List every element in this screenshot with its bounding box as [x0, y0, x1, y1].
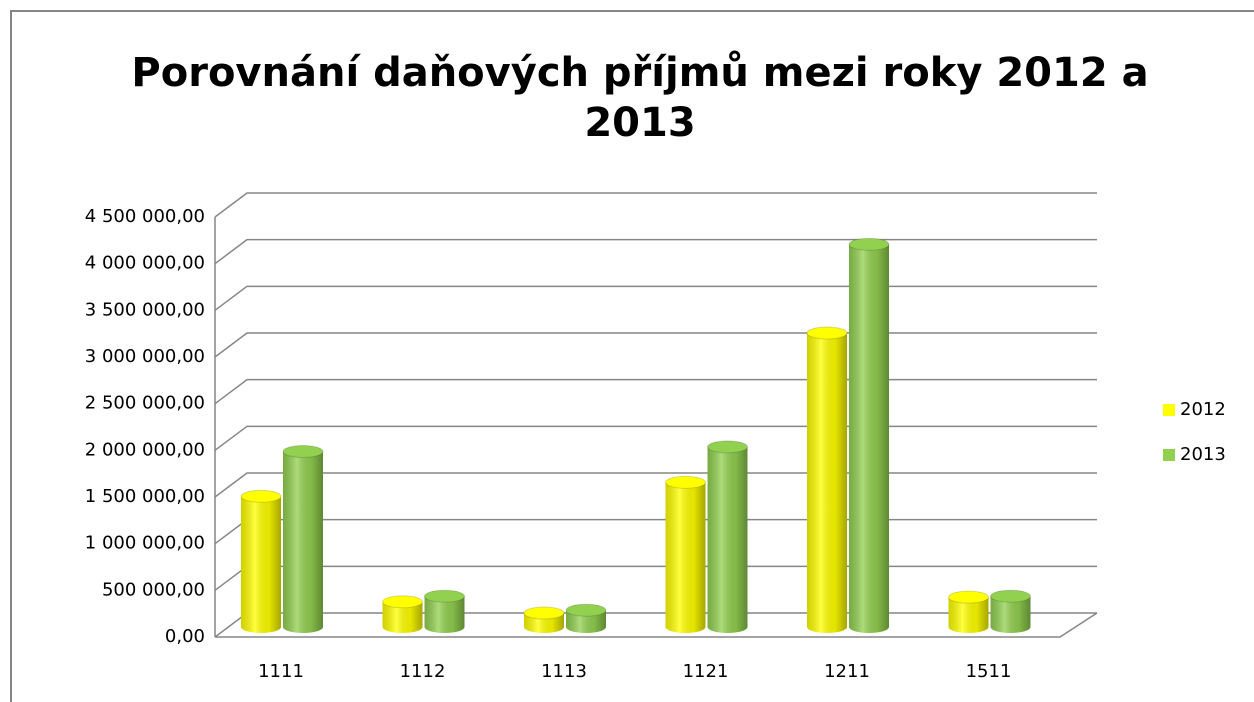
bar-shade [849, 244, 889, 628]
y-tick-label: 2 500 000,00 [85, 393, 205, 414]
cylinder-top [707, 440, 748, 454]
cylinder-top [990, 589, 1031, 603]
grid-line [214, 192, 1097, 218]
y-tick-label: 0,00 [165, 626, 205, 647]
floor-edge [215, 612, 1098, 638]
grid-line [214, 472, 1097, 498]
legend-label: 2013 [1180, 444, 1226, 465]
y-tick-label: 500 000,00 [102, 579, 205, 600]
legend-swatch [1163, 404, 1175, 416]
cylinder-top [948, 590, 989, 604]
cylinder-top [523, 606, 565, 620]
y-tick-label: 1 500 000,00 [85, 486, 205, 507]
x-tick-label: 1211 [824, 661, 870, 682]
cylinder-top [282, 445, 324, 459]
grid-line [214, 285, 1097, 311]
legend-swatch [1163, 449, 1175, 461]
cylinder-top [240, 489, 282, 503]
x-tick-label: 1112 [400, 661, 446, 682]
grid-line [214, 565, 1097, 591]
grid-line [214, 425, 1097, 451]
grid-line [214, 378, 1097, 405]
bar-shade [283, 451, 323, 627]
grid-line [214, 332, 1097, 358]
y-tick-label: 3 500 000,00 [85, 299, 205, 320]
x-tick-label: 1121 [683, 661, 729, 682]
x-tick-label: 1113 [541, 661, 587, 682]
chart-title: Porovnání daňových příjmů mezi roky 2012… [131, 49, 1148, 96]
y-tick-label: 3 000 000,00 [85, 346, 205, 367]
bar-shade [665, 482, 706, 627]
bar-shade [807, 333, 847, 627]
bar-shade [707, 446, 748, 627]
bar-shade [241, 496, 281, 627]
cylinder-top [565, 603, 607, 617]
chart-title: 2013 [584, 100, 695, 146]
y-tick-label: 4 500 000,00 [85, 206, 205, 227]
x-tick-label: 1511 [966, 661, 1012, 682]
cylinder-top [382, 595, 423, 609]
grid-line [214, 238, 1097, 265]
x-tick-label: 1111 [258, 661, 304, 682]
cylinder-top [848, 237, 890, 251]
y-tick-label: 1 000 000,00 [85, 533, 205, 554]
cylinder-top [665, 475, 706, 489]
y-tick-label: 4 000 000,00 [85, 253, 205, 274]
grid-line [214, 518, 1097, 545]
chart-frame [10, 10, 1254, 702]
cylinder-top [806, 326, 848, 340]
legend-label: 2012 [1180, 399, 1226, 420]
y-tick-label: 2 000 000,00 [85, 439, 205, 460]
cylinder-top [424, 589, 465, 603]
